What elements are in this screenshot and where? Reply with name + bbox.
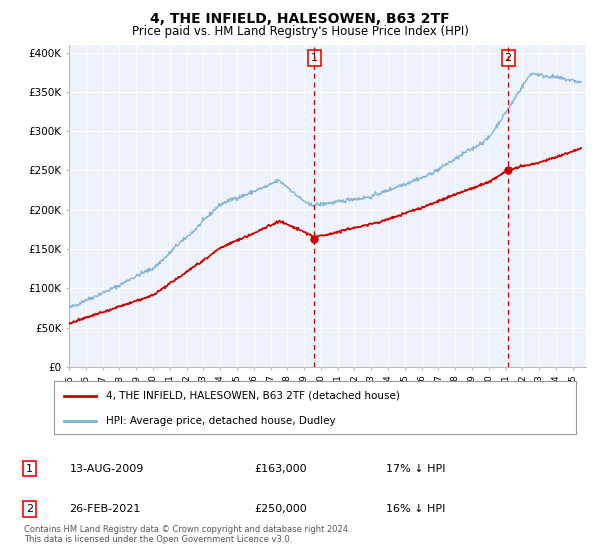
Text: 4, THE INFIELD, HALESOWEN, B63 2TF: 4, THE INFIELD, HALESOWEN, B63 2TF	[150, 12, 450, 26]
Text: 1: 1	[311, 53, 318, 63]
Text: HPI: Average price, detached house, Dudley: HPI: Average price, detached house, Dudl…	[106, 416, 336, 426]
Text: 16% ↓ HPI: 16% ↓ HPI	[386, 504, 446, 514]
Text: 1: 1	[26, 464, 33, 474]
Text: 13-AUG-2009: 13-AUG-2009	[70, 464, 144, 474]
Text: £163,000: £163,000	[254, 464, 307, 474]
Text: 26-FEB-2021: 26-FEB-2021	[70, 504, 141, 514]
FancyBboxPatch shape	[54, 381, 576, 434]
Text: 2: 2	[26, 504, 33, 514]
Text: 2: 2	[505, 53, 512, 63]
Text: 17% ↓ HPI: 17% ↓ HPI	[386, 464, 446, 474]
Text: £250,000: £250,000	[254, 504, 307, 514]
Text: Price paid vs. HM Land Registry's House Price Index (HPI): Price paid vs. HM Land Registry's House …	[131, 25, 469, 38]
Text: 4, THE INFIELD, HALESOWEN, B63 2TF (detached house): 4, THE INFIELD, HALESOWEN, B63 2TF (deta…	[106, 391, 400, 401]
Text: Contains HM Land Registry data © Crown copyright and database right 2024.
This d: Contains HM Land Registry data © Crown c…	[24, 525, 350, 544]
